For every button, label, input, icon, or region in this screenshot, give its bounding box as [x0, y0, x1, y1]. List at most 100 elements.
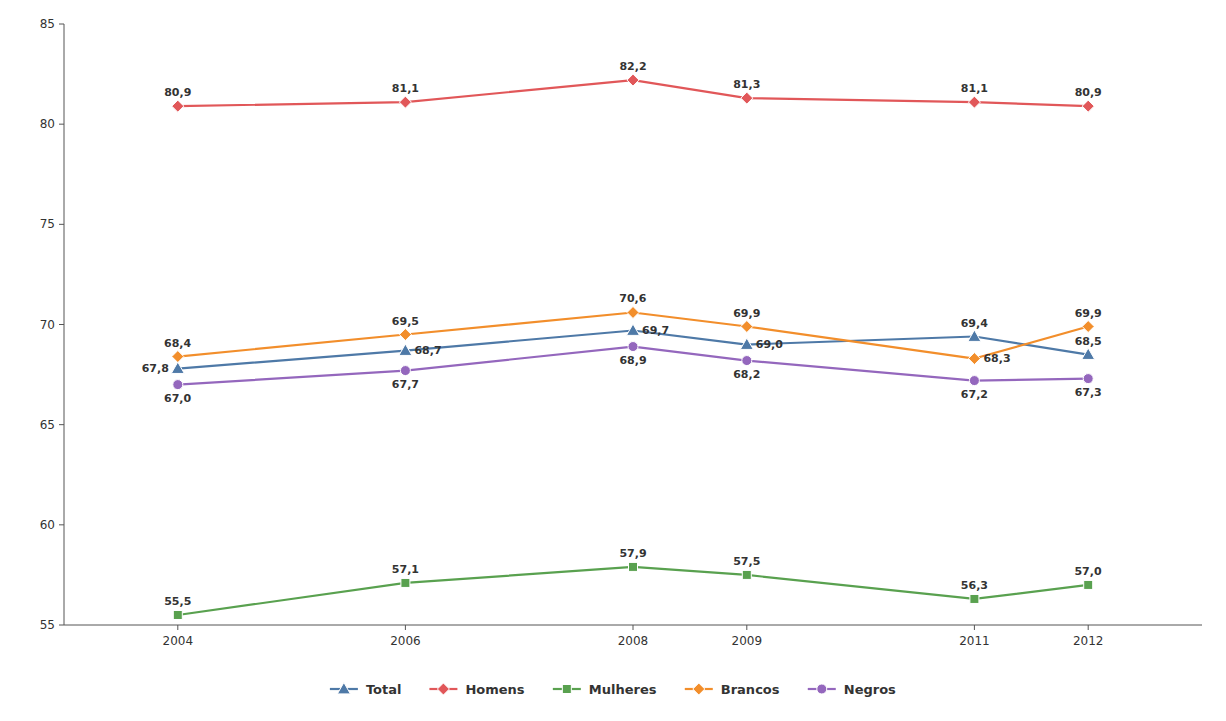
legend: Total Homens Mulheres Brancos Negros: [330, 682, 896, 697]
data-point: [628, 342, 638, 352]
data-point: [742, 356, 752, 366]
plot-area: [171, 74, 1094, 619]
data-label: 69,7: [642, 324, 669, 337]
legend-item: Total: [330, 682, 402, 697]
data-label: 67,3: [1075, 386, 1102, 399]
data-label: 67,7: [392, 378, 419, 391]
legend-marker: [562, 685, 571, 694]
axes: 55606570758085200420062008200920112012: [40, 17, 1202, 648]
data-label: 67,0: [164, 392, 191, 405]
data-point: [741, 321, 753, 333]
x-tick-label: 2011: [959, 634, 990, 648]
legend-item: Brancos: [685, 682, 780, 697]
y-tick-label: 65: [40, 418, 55, 432]
legend-item: Homens: [429, 682, 524, 697]
data-label: 69,9: [1075, 307, 1102, 320]
series-line: [178, 347, 1088, 385]
data-label: 68,4: [164, 337, 191, 350]
y-tick: [59, 124, 64, 125]
data-label: 81,1: [961, 82, 988, 95]
legend-label: Total: [366, 682, 402, 697]
series-line: [178, 312, 1088, 358]
data-point: [399, 96, 411, 108]
data-point: [172, 100, 184, 112]
data-point: [969, 376, 979, 386]
data-point: [401, 578, 410, 587]
y-tick: [59, 625, 64, 626]
data-point: [742, 570, 751, 579]
data-point: [399, 344, 412, 355]
data-label: 70,6: [619, 292, 646, 305]
data-point: [1082, 321, 1094, 333]
x-tick: [633, 625, 634, 630]
series-line: [178, 331, 1088, 369]
data-point: [1084, 580, 1093, 589]
data-point: [627, 324, 640, 335]
x-tick-label: 2012: [1073, 634, 1104, 648]
legend-label: Mulheres: [589, 682, 657, 697]
data-point: [173, 380, 183, 390]
data-label: 68,9: [619, 354, 646, 367]
legend-marker: [693, 683, 705, 695]
data-label: 57,1: [392, 563, 419, 576]
data-point: [741, 92, 753, 104]
legend-marker: [817, 684, 827, 694]
data-label: 81,3: [733, 78, 760, 91]
data-label: 68,3: [983, 352, 1010, 365]
data-point: [627, 306, 639, 318]
data-label: 57,0: [1074, 565, 1101, 578]
data-label: 68,7: [414, 344, 441, 357]
legend-item: Negros: [808, 682, 896, 697]
data-point: [968, 330, 981, 341]
data-point: [173, 610, 182, 619]
data-label: 57,5: [733, 555, 760, 568]
y-tick-label: 55: [40, 618, 55, 632]
data-label: 57,9: [619, 547, 646, 560]
x-tick: [405, 625, 406, 630]
data-point: [172, 351, 184, 363]
x-tick-label: 2006: [390, 634, 421, 648]
data-label: 67,8: [142, 362, 169, 375]
data-point: [740, 338, 753, 349]
data-point: [968, 96, 980, 108]
y-tick-label: 70: [40, 318, 55, 332]
chart: 5560657075808520042006200820092011201267…: [0, 0, 1226, 721]
y-tick: [59, 24, 64, 25]
data-point: [171, 362, 184, 373]
legend-label: Homens: [465, 682, 524, 697]
y-tick: [59, 524, 64, 525]
legend-marker: [337, 683, 350, 694]
data-point: [1082, 348, 1095, 359]
data-label: 68,2: [733, 368, 760, 381]
x-tick-label: 2004: [163, 634, 194, 648]
x-tick: [1088, 625, 1089, 630]
y-tick-label: 80: [40, 117, 55, 131]
x-tick: [746, 625, 747, 630]
data-point: [968, 353, 980, 365]
data-label: 69,4: [961, 317, 988, 330]
y-tick: [59, 424, 64, 425]
data-point: [1082, 100, 1094, 112]
data-point: [1083, 374, 1093, 384]
data-label: 69,9: [733, 307, 760, 320]
series-line: [178, 567, 1088, 615]
data-point: [627, 74, 639, 86]
data-label: 82,2: [619, 60, 646, 73]
data-label: 80,9: [1075, 86, 1102, 99]
x-tick: [177, 625, 178, 630]
x-tick-label: 2009: [732, 634, 763, 648]
data-point: [629, 562, 638, 571]
legend-label: Negros: [844, 682, 896, 697]
legend-marker: [437, 683, 449, 695]
y-tick-label: 75: [40, 217, 55, 231]
data-label: 80,9: [164, 86, 191, 99]
data-label: 69,5: [392, 315, 419, 328]
data-label: 67,2: [961, 388, 988, 401]
y-tick: [59, 324, 64, 325]
legend-item: Mulheres: [553, 682, 657, 697]
data-label: 56,3: [961, 579, 988, 592]
y-tick-label: 60: [40, 518, 55, 532]
y-tick-label: 85: [40, 17, 55, 31]
y-tick: [59, 224, 64, 225]
data-label: 81,1: [392, 82, 419, 95]
